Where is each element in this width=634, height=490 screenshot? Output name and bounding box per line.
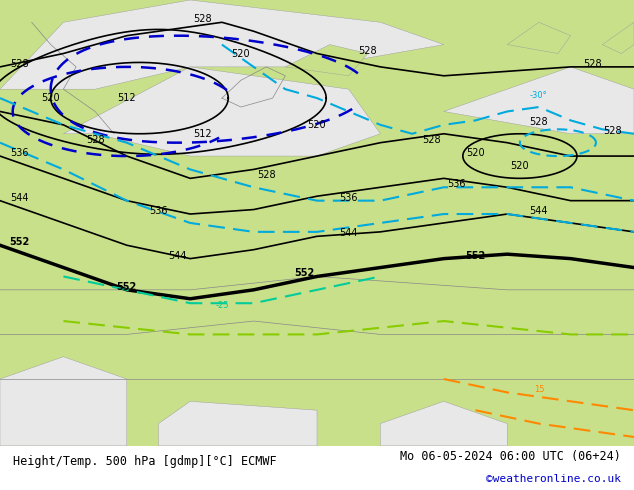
Text: 528: 528: [529, 117, 548, 127]
Text: 520: 520: [307, 120, 327, 130]
Text: 528: 528: [193, 14, 212, 24]
Text: 544: 544: [529, 206, 548, 216]
Text: -25: -25: [215, 301, 229, 310]
Text: 536: 536: [149, 206, 168, 216]
Polygon shape: [63, 67, 380, 156]
Text: 528: 528: [257, 171, 276, 180]
Text: 536: 536: [447, 179, 466, 189]
Text: 520: 520: [41, 93, 60, 103]
Text: 520: 520: [510, 161, 529, 172]
Text: 520: 520: [231, 49, 250, 58]
Text: 512: 512: [117, 93, 136, 103]
Text: 15: 15: [534, 386, 544, 394]
Text: -30°: -30°: [530, 91, 548, 100]
Text: 528: 528: [603, 126, 621, 136]
Polygon shape: [507, 22, 571, 53]
Text: 528: 528: [584, 59, 602, 69]
Text: 528: 528: [358, 46, 377, 55]
Text: 528: 528: [10, 59, 29, 69]
Polygon shape: [602, 22, 634, 53]
Text: 536: 536: [339, 193, 358, 203]
Polygon shape: [285, 45, 368, 76]
Text: 552: 552: [117, 282, 137, 292]
Text: 528: 528: [86, 135, 105, 145]
Polygon shape: [380, 401, 507, 446]
Polygon shape: [0, 357, 127, 446]
Text: 512: 512: [193, 129, 212, 139]
Polygon shape: [444, 67, 634, 134]
Text: 536: 536: [10, 148, 29, 158]
Text: 552: 552: [9, 237, 29, 247]
Text: Mo 06-05-2024 06:00 UTC (06+24): Mo 06-05-2024 06:00 UTC (06+24): [401, 450, 621, 464]
Text: 552: 552: [465, 250, 486, 261]
Text: 544: 544: [168, 250, 187, 261]
Text: 544: 544: [339, 228, 358, 238]
Text: 528: 528: [422, 135, 441, 145]
Text: 552: 552: [294, 269, 314, 278]
Text: ©weatheronline.co.uk: ©weatheronline.co.uk: [486, 474, 621, 484]
Text: 520: 520: [466, 148, 485, 158]
Text: Height/Temp. 500 hPa [gdmp][°C] ECMWF: Height/Temp. 500 hPa [gdmp][°C] ECMWF: [13, 455, 276, 468]
Text: 544: 544: [10, 193, 29, 203]
Polygon shape: [158, 401, 317, 446]
Polygon shape: [0, 0, 444, 89]
